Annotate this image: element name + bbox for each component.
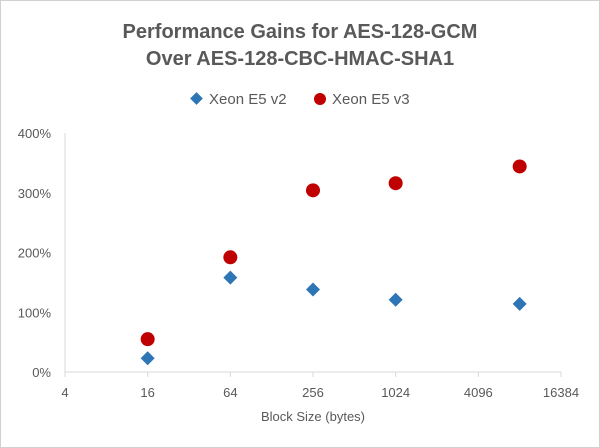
chart-title-line-1: Performance Gains for AES-128-GCM [123, 21, 478, 43]
point-xeon-e5-v2-256 [306, 282, 320, 297]
x-tick-label: 1024 [381, 385, 410, 400]
y-tick-label: 0% [32, 365, 51, 380]
point-xeon-e5-v3-1024 [388, 176, 403, 191]
y-tick-label: 100% [18, 305, 52, 320]
x-tick-label: 256 [302, 385, 324, 400]
y-tick-label: 300% [18, 186, 52, 201]
y-tick-label: 400% [18, 126, 52, 141]
y-axis-ticks: 0% 100% 200% 300% 400% [18, 126, 52, 380]
x-axis-title: Block Size (bytes) [261, 409, 365, 424]
x-tick-label: 16 [140, 385, 154, 400]
point-xeon-e5-v2-8192 [512, 296, 527, 311]
x-tick-label: 4096 [464, 385, 493, 400]
chart-title: Performance Gains for AES-128-GCM Over A… [123, 21, 478, 70]
legend: Xeon E5 v2 Xeon E5 v3 [190, 91, 410, 108]
x-tick-label: 16384 [543, 385, 579, 400]
data-points [140, 159, 527, 366]
x-axis-ticks: 4 16 64 256 1024 4096 16384 [61, 372, 579, 400]
point-xeon-e5-v3-16 [140, 332, 155, 347]
x-tick-label: 64 [223, 385, 237, 400]
legend-marker-xeon-e5-v2 [190, 92, 203, 105]
x-tick-label: 4 [61, 385, 68, 400]
point-xeon-e5-v2-1024 [388, 292, 403, 307]
point-xeon-e5-v3-8192 [512, 159, 527, 174]
point-xeon-e5-v2-64 [223, 270, 238, 285]
point-xeon-e5-v2-16 [140, 351, 155, 366]
legend-marker-xeon-e5-v3 [314, 93, 326, 105]
chart-title-line-2: Over AES-128-CBC-HMAC-SHA1 [146, 48, 454, 70]
y-tick-label: 200% [18, 246, 52, 261]
point-xeon-e5-v3-64 [223, 250, 238, 265]
point-xeon-e5-v3-256 [306, 183, 320, 198]
legend-label-xeon-e5-v3: Xeon E5 v3 [332, 91, 410, 108]
legend-label-xeon-e5-v2: Xeon E5 v2 [209, 91, 287, 108]
